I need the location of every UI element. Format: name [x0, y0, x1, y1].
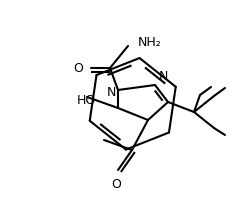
- Text: O: O: [73, 62, 83, 74]
- Text: N: N: [159, 70, 168, 83]
- Text: NH₂: NH₂: [138, 37, 162, 49]
- Text: O: O: [111, 178, 121, 191]
- Text: N: N: [107, 85, 116, 99]
- Text: HO: HO: [77, 94, 96, 106]
